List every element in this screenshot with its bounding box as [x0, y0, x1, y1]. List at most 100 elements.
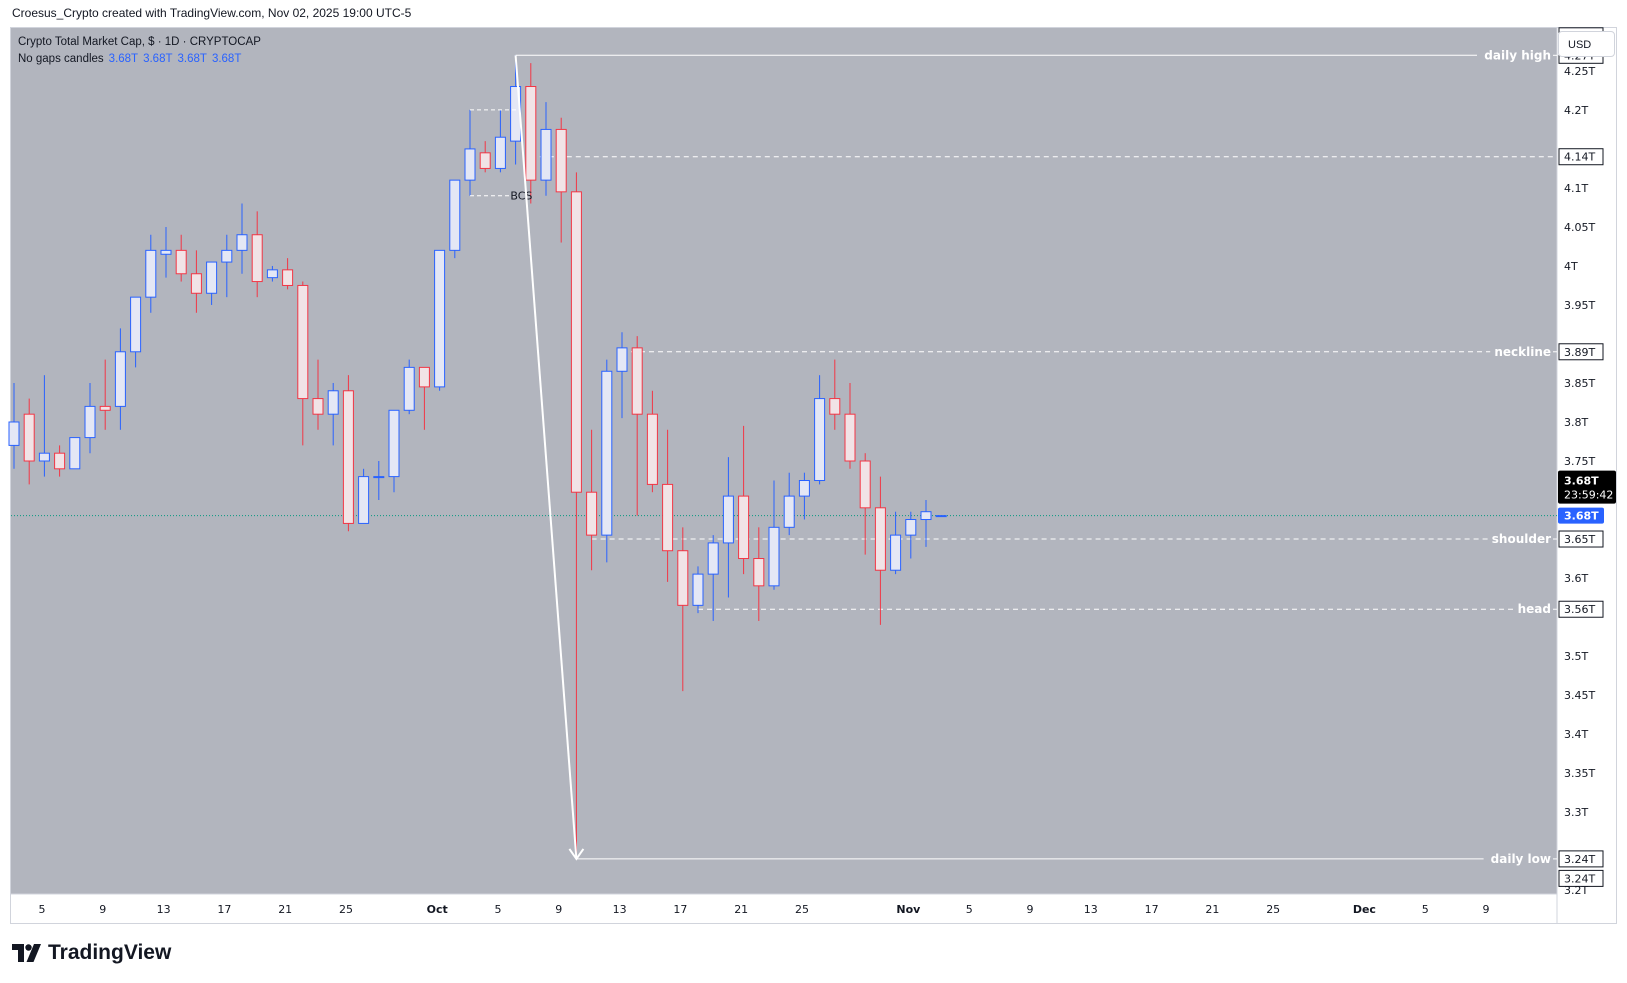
y-tick-label: 3.2T [1564, 884, 1588, 897]
candle-body [722, 495, 734, 544]
trend-arrow-head [568, 848, 585, 861]
level-label: daily high [1484, 48, 1551, 62]
candle-body [312, 398, 324, 415]
legend-open: 3.68T [108, 53, 139, 65]
y-tick-label: 3.6T [1564, 572, 1588, 585]
tradingview-logo-icon [12, 944, 41, 962]
candle-body [738, 495, 750, 560]
candle-body [920, 511, 932, 521]
candle-body [905, 519, 917, 536]
candle-body [935, 515, 947, 518]
brand-name: TradingView [48, 941, 172, 964]
chart-legend: Crypto Total Market Cap, $ · 1D · CRYPTO… [18, 34, 261, 68]
chart-credit: Croesus_Crypto created with TradingView.… [12, 6, 412, 20]
candle-body [434, 249, 446, 388]
candle-series[interactable] [8, 55, 947, 859]
candle-body [814, 398, 826, 482]
x-tick-label: 17 [217, 903, 231, 916]
legend-high: 3.68T [143, 53, 173, 65]
x-tick-label: Oct [427, 903, 448, 916]
price-axis-ticks: 4.25T 4.2T 4.1T 4.05T 4T 3.95T 3.85T 3.8T 3.75T 3… [1564, 65, 1595, 897]
candle-body [266, 269, 278, 279]
candle-body [130, 296, 142, 353]
candle-body [145, 249, 157, 298]
candle-body [84, 405, 96, 439]
candle-body [54, 452, 66, 470]
x-tick-label: 5 [1422, 903, 1429, 916]
y-tick-label: 4.1T [1564, 182, 1588, 195]
extra-price-tag [1558, 869, 1604, 887]
candle-body [175, 249, 187, 275]
x-tick-label: 9 [555, 903, 562, 916]
level-price-label: 4.14T [1564, 151, 1595, 164]
candle-body [464, 148, 476, 181]
candle-body [601, 370, 613, 536]
candle-body [844, 413, 856, 462]
tradingview-brand[interactable]: TradingView [12, 941, 171, 965]
candle-body [449, 179, 461, 251]
candle-body [373, 476, 385, 479]
legend-low: 3.68T [177, 53, 207, 65]
candle-body [677, 550, 689, 606]
candle-body [38, 452, 50, 462]
y-tick-label: 4.05T [1564, 221, 1595, 234]
candle-body [358, 476, 370, 524]
candle-body [494, 136, 506, 169]
candle-body [616, 347, 628, 372]
candle-body [282, 269, 294, 286]
x-tick-label: 17 [1145, 903, 1159, 916]
candle-body [768, 526, 780, 587]
level-price-tag [1558, 343, 1604, 361]
time-axis[interactable] [11, 894, 1557, 923]
y-tick-label: 3.5T [1564, 650, 1588, 663]
chart-pane-background [11, 28, 1557, 894]
candle-body [114, 351, 126, 407]
level-label: daily low [1491, 852, 1551, 866]
candle-body [479, 152, 491, 169]
candle-body [418, 366, 430, 388]
last-price-label: 3.68T [1564, 510, 1599, 523]
x-tick-label: 25 [795, 903, 809, 916]
candle-body [586, 491, 598, 536]
y-tick-label: 3.45T [1564, 689, 1595, 702]
y-tick-label: 3.35T [1564, 767, 1595, 780]
candle-body [69, 437, 81, 470]
y-tick-label: 3.85T [1564, 377, 1595, 390]
trend-arrow-line [514, 55, 578, 859]
level-label: neckline [1494, 345, 1551, 359]
x-tick-label: 13 [1084, 903, 1098, 916]
candle-body [8, 421, 20, 446]
legend-values: No gaps candles 3.68T 3.68T 3.68T 3.68T [18, 51, 261, 68]
candle-body [555, 128, 567, 193]
candle-body [707, 542, 719, 575]
level-price-label: 3.65T [1564, 533, 1595, 546]
x-tick-label: 17 [673, 903, 687, 916]
candle-body [206, 261, 218, 294]
level-price-label: 3.89T [1564, 346, 1595, 359]
currency-button[interactable]: USD [1558, 31, 1615, 57]
candle-body [540, 128, 552, 181]
x-tick-label: 21 [1205, 903, 1219, 916]
candle-body [874, 507, 886, 571]
x-tick-label: 9 [1483, 903, 1490, 916]
countdown-timer: 23:59:42 [1564, 489, 1613, 502]
annotations[interactable]: BCS [470, 55, 585, 861]
x-tick-label: 9 [99, 903, 106, 916]
x-tick-label: 13 [613, 903, 627, 916]
candle-body [388, 409, 400, 478]
y-tick-label: 4T [1564, 260, 1578, 273]
chart-frame [10, 27, 1617, 924]
level-price-label: 3.56T [1564, 603, 1595, 616]
y-tick-label: 4.2T [1564, 104, 1588, 117]
countdown-price: 3.68T [1564, 475, 1599, 488]
candle-body [221, 249, 233, 263]
candle-body [890, 534, 902, 571]
legend-subtitle: No gaps candles [18, 53, 104, 65]
candle-body [692, 573, 704, 606]
horizontal-levels[interactable]: daily high neckline shoulder head daily low [11, 48, 1557, 866]
candle-body [798, 480, 810, 497]
candle-body [829, 398, 841, 415]
x-tick-label: 25 [339, 903, 353, 916]
level-price-tag [1558, 850, 1604, 868]
